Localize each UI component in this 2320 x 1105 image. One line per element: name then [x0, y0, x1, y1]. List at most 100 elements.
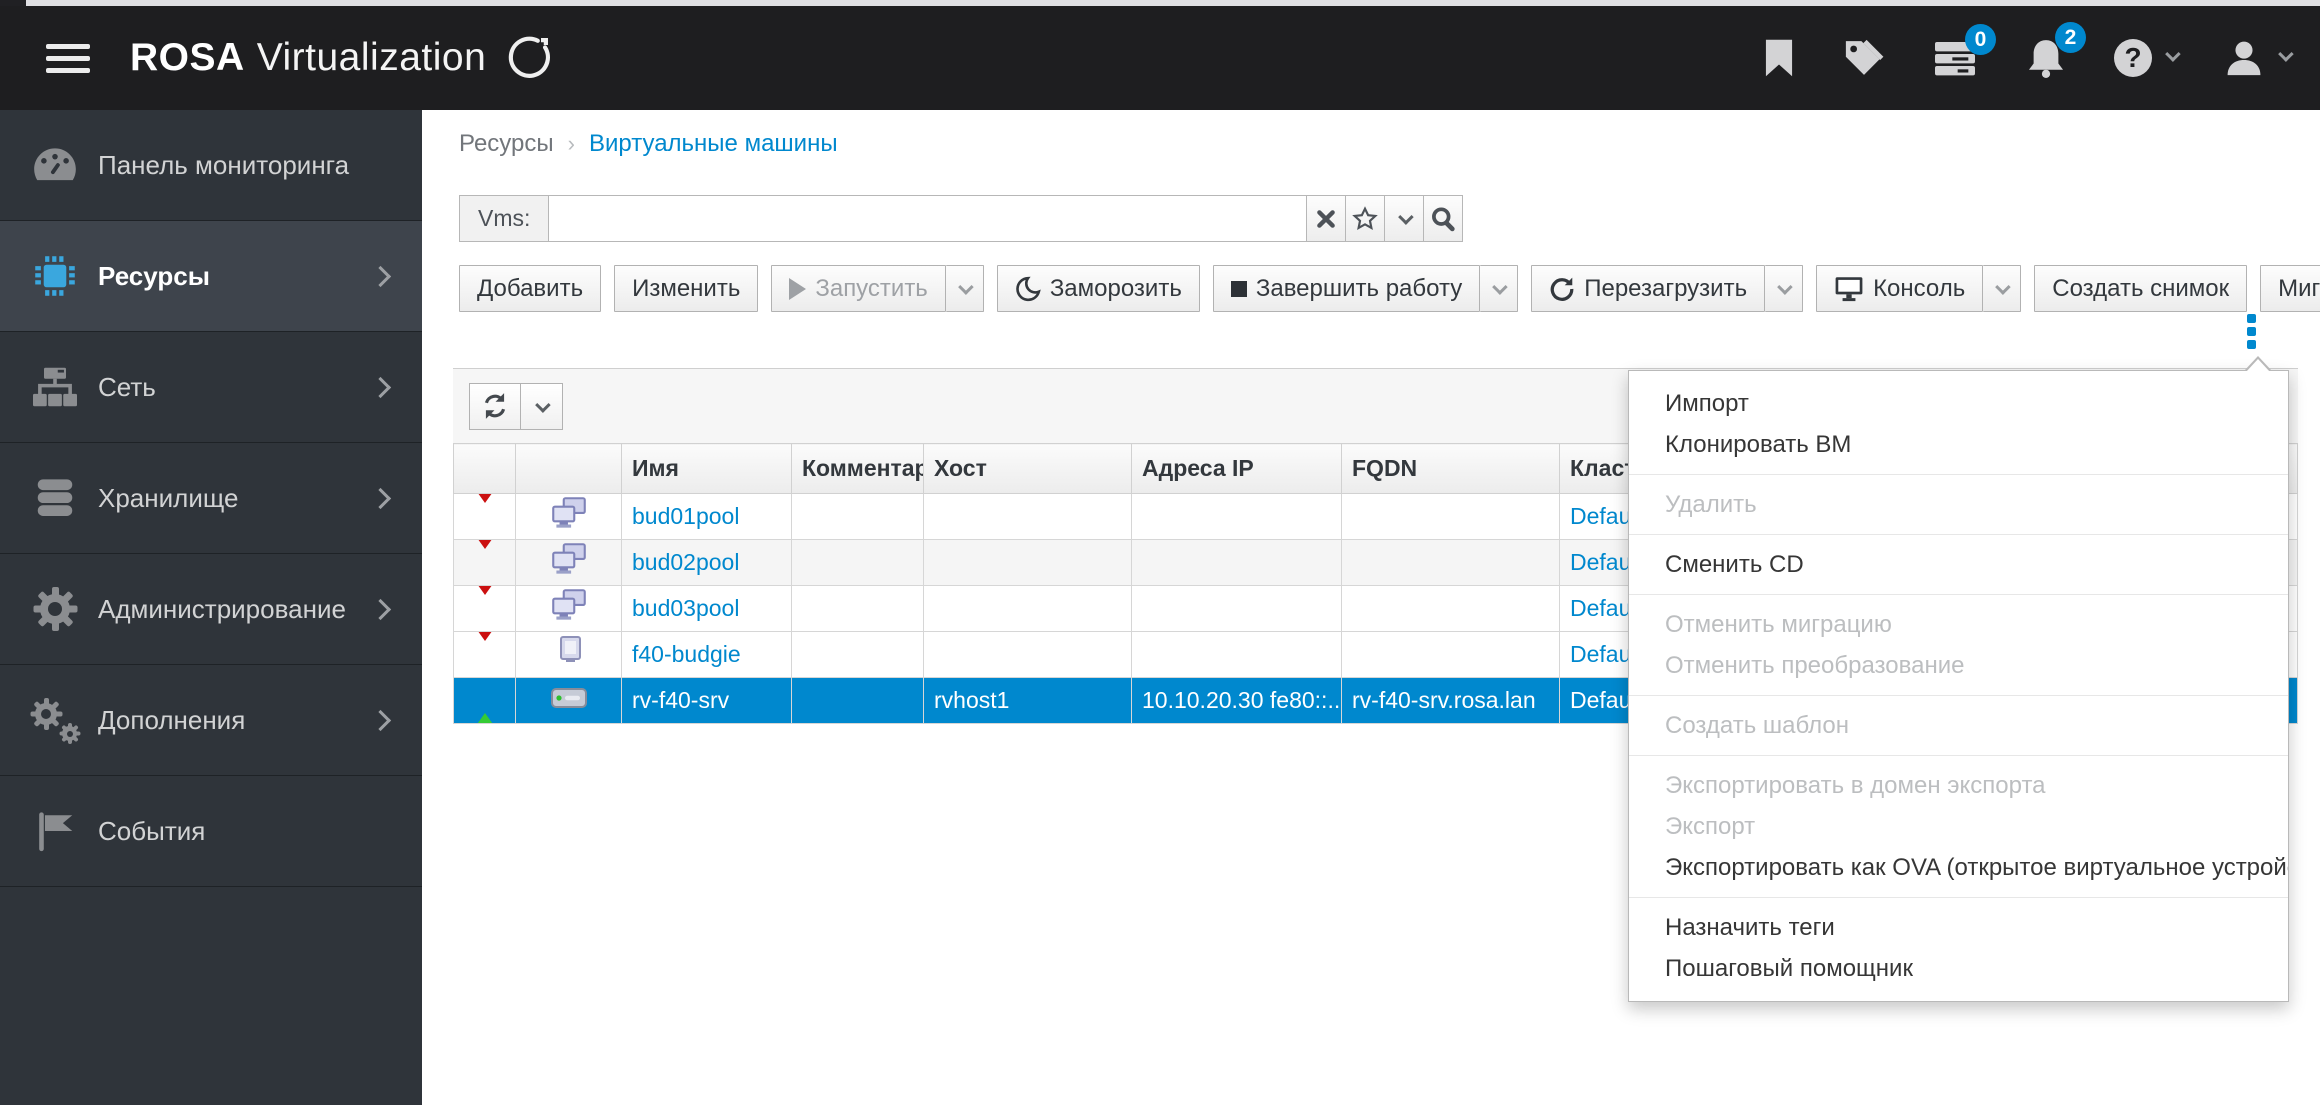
menu-divider — [1629, 594, 2288, 595]
col-ip[interactable]: Адреса IP — [1131, 443, 1342, 494]
menu-item-export-as-ova[interactable]: Экспортировать как OVA (открытое виртуал… — [1665, 854, 2288, 881]
status-down-icon — [469, 540, 500, 575]
user-icon — [2227, 41, 2261, 76]
create-snapshot-button[interactable]: Создать снимок — [2034, 265, 2248, 312]
sidebar-item-label: Ресурсы — [98, 260, 210, 291]
alerts-badge: 2 — [2055, 22, 2086, 53]
vertical-nav: Панель мониторинга Ресурсы — [0, 110, 422, 1105]
menu-divider — [1629, 695, 2288, 696]
help-menu[interactable]: ? — [2114, 39, 2181, 77]
shutdown-dropdown-button[interactable] — [1480, 265, 1519, 312]
shutdown-button[interactable]: Завершить работу — [1212, 265, 1481, 312]
menu-item-create-template: Создать шаблон — [1665, 712, 1850, 739]
refresh-rate-dropdown-button[interactable] — [521, 382, 563, 430]
sidebar-item-dashboard[interactable]: Панель мониторинга — [0, 110, 422, 221]
restart-icon — [1550, 277, 1574, 301]
vm-name-link[interactable]: f40-budgie — [632, 641, 741, 667]
sidebar-item-label: Сеть — [98, 371, 156, 402]
user-menu[interactable] — [2223, 37, 2294, 79]
clear-search-button[interactable] — [1307, 195, 1347, 242]
breadcrumb-current-page[interactable]: Виртуальные машины — [588, 130, 838, 157]
vm-name-link[interactable]: bud03pool — [632, 595, 740, 621]
sidebar-item-events[interactable]: События — [0, 776, 422, 887]
chevron-right-icon — [369, 265, 392, 287]
chevron-right-icon — [369, 598, 392, 620]
menu-item-import[interactable]: Импорт — [1665, 390, 1749, 417]
main-content: Ресурсы › Виртуальные машины Vms: — [422, 110, 2320, 1105]
bookmark-search-button[interactable] — [1346, 195, 1386, 242]
menu-item-change-cd[interactable]: Сменить CD — [1665, 551, 1804, 578]
masthead: ROSA Virtualization — [0, 6, 2320, 110]
notifications-bell-icon[interactable]: 2 — [2024, 22, 2086, 80]
search-input[interactable] — [549, 195, 1308, 242]
menu-divider — [1629, 897, 2288, 898]
brand-light: Virtualization — [256, 36, 487, 79]
chevron-down-icon — [957, 279, 974, 295]
col-name[interactable]: Имя — [621, 443, 792, 494]
vm-pool-icon — [551, 588, 586, 620]
storage-disks-icon — [30, 475, 80, 521]
sidebar-item-network[interactable]: Сеть — [0, 332, 422, 443]
col-comment[interactable]: Комментарий — [791, 443, 924, 494]
menu-item-delete: Удалить — [1665, 491, 1757, 518]
menu-item-assign-tags[interactable]: Назначить теги — [1665, 914, 1835, 941]
vm-name-link[interactable]: bud02pool — [632, 549, 740, 575]
chevron-down-icon — [1995, 279, 2011, 295]
breadcrumb-section[interactable]: Ресурсы — [459, 130, 554, 157]
monitor-icon — [1835, 276, 1863, 301]
col-type[interactable] — [515, 443, 622, 494]
brand-bold: ROSA — [130, 36, 245, 79]
col-status[interactable] — [453, 443, 516, 494]
kebab-menu-toggle[interactable] — [2247, 314, 2256, 353]
migrate-button[interactable]: Миграция — [2260, 265, 2320, 312]
reboot-button[interactable]: Перезагрузить — [1531, 265, 1766, 312]
console-dropdown-button[interactable] — [1983, 265, 2022, 312]
suspend-button[interactable]: Заморозить — [996, 265, 1200, 312]
sidebar-item-resources[interactable]: Ресурсы — [0, 221, 422, 332]
run-button[interactable]: Запустить — [771, 265, 946, 312]
stop-icon — [1230, 280, 1247, 297]
edit-button[interactable]: Изменить — [614, 265, 759, 312]
chevron-right-icon — [369, 709, 392, 731]
sidebar-item-addons[interactable]: Дополнения — [0, 665, 422, 776]
vm-pool-icon — [551, 542, 586, 574]
status-down-icon — [469, 586, 500, 621]
network-sitemap-icon — [30, 365, 80, 409]
vm-name-link[interactable]: bud01pool — [632, 503, 740, 529]
cpu-chip-icon — [30, 252, 80, 300]
refresh-button[interactable] — [469, 382, 521, 430]
sidebar-item-label: Администрирование — [98, 593, 346, 624]
chevron-down-icon — [1777, 279, 1793, 295]
breadcrumb: Ресурсы › Виртуальные машины — [459, 130, 838, 158]
vm-name-link[interactable]: rv-f40-srv — [632, 687, 730, 713]
run-dropdown-button[interactable] — [945, 265, 984, 312]
flag-icon — [30, 808, 80, 854]
menu-item-cancel-migration: Отменить миграцию — [1665, 611, 1892, 638]
sidebar-item-storage[interactable]: Хранилище — [0, 443, 422, 554]
status-down-icon — [469, 494, 500, 529]
col-fqdn[interactable]: FQDN — [1341, 443, 1560, 494]
search-bar: Vms: — [459, 195, 1464, 242]
sidebar-item-label: События — [98, 815, 206, 846]
search-button[interactable] — [1424, 195, 1464, 242]
vm-action-toolbar: Добавить Изменить Запустить Заморозить З… — [459, 265, 2320, 312]
menu-item-guide-me[interactable]: Пошаговый помощник — [1665, 955, 1913, 982]
menu-item-clone-vm[interactable]: Клонировать ВМ — [1665, 431, 1852, 458]
reboot-dropdown-button[interactable] — [1765, 265, 1804, 312]
chevron-down-icon — [1492, 279, 1508, 295]
console-button[interactable]: Консоль — [1816, 265, 1984, 312]
tags-icon[interactable] — [1842, 37, 1886, 79]
menu-item-export-to-domain: Экспортировать в домен экспорта — [1665, 772, 2046, 799]
bookmark-icon[interactable] — [1762, 38, 1796, 78]
tasks-icon[interactable]: 0 — [1932, 24, 1996, 78]
gears-icon — [30, 696, 80, 744]
menu-item-export: Экспорт — [1665, 813, 1756, 840]
hamburger-menu-icon[interactable] — [46, 37, 90, 80]
brand-logo: ROSA Virtualization — [130, 32, 554, 84]
sidebar-item-administration[interactable]: Администрирование — [0, 554, 422, 665]
col-host[interactable]: Хост — [923, 443, 1132, 494]
refresh-icon — [484, 393, 506, 419]
add-button[interactable]: Добавить — [459, 265, 602, 312]
tasks-badge: 0 — [1965, 24, 1996, 55]
search-options-dropdown-button[interactable] — [1385, 195, 1425, 242]
